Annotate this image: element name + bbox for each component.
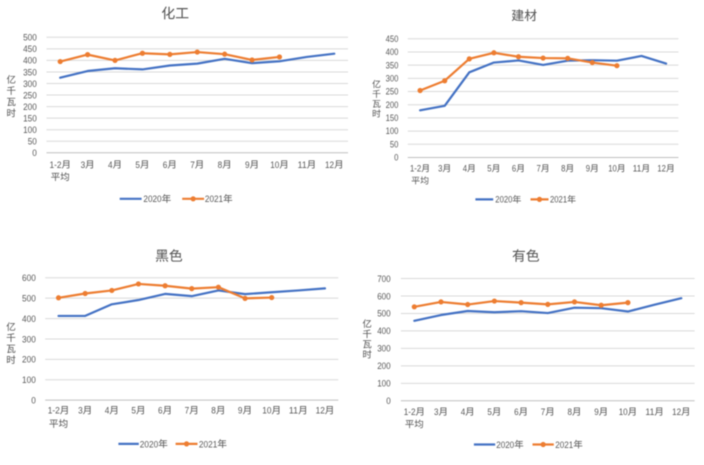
svg-text:1-2: 1-2 [410, 163, 421, 173]
svg-text:4: 4 [105, 406, 110, 417]
svg-text:7: 7 [185, 406, 190, 417]
svg-text:5: 5 [487, 406, 492, 417]
svg-text:6: 6 [163, 160, 168, 171]
svg-text:2021: 2021 [205, 194, 223, 205]
svg-text:1-2: 1-2 [50, 160, 62, 171]
svg-text:3: 3 [81, 160, 86, 171]
svg-text:50: 50 [390, 139, 399, 149]
svg-text:0: 0 [31, 395, 36, 406]
svg-text:4: 4 [463, 163, 467, 173]
svg-text:300: 300 [22, 334, 36, 345]
svg-text:11: 11 [633, 163, 642, 173]
svg-text:150: 150 [386, 113, 399, 123]
svg-text:7: 7 [190, 160, 195, 171]
svg-text:450: 450 [23, 44, 37, 55]
svg-text:4: 4 [108, 160, 113, 171]
svg-text:500: 500 [23, 33, 37, 44]
svg-text:600: 600 [22, 273, 36, 284]
svg-text:8: 8 [568, 406, 573, 417]
svg-text:350: 350 [386, 60, 399, 70]
svg-text:3: 3 [434, 406, 439, 417]
svg-text:9: 9 [586, 163, 590, 173]
svg-text:5: 5 [135, 160, 140, 171]
svg-text:200: 200 [23, 102, 37, 113]
svg-text:2021: 2021 [199, 439, 217, 450]
svg-text:500: 500 [22, 294, 36, 305]
svg-text:200: 200 [386, 100, 399, 110]
svg-text:100: 100 [377, 378, 391, 389]
svg-text:100: 100 [23, 125, 37, 136]
svg-text:400: 400 [23, 56, 37, 67]
svg-text:450: 450 [386, 34, 399, 44]
svg-text:9: 9 [238, 406, 243, 417]
svg-text:11: 11 [645, 406, 654, 417]
svg-text:400: 400 [377, 325, 391, 336]
svg-text:250: 250 [23, 90, 37, 101]
svg-text:6: 6 [512, 163, 516, 173]
svg-text:10: 10 [608, 163, 617, 173]
svg-text:2021: 2021 [550, 195, 567, 205]
svg-text:200: 200 [22, 355, 36, 366]
svg-text:12: 12 [325, 160, 334, 171]
svg-text:7: 7 [541, 406, 546, 417]
svg-text:10: 10 [270, 160, 279, 171]
svg-text:250: 250 [386, 87, 399, 97]
svg-text:2020: 2020 [143, 194, 161, 205]
svg-text:100: 100 [386, 126, 399, 136]
svg-text:6: 6 [158, 406, 163, 417]
svg-text:9: 9 [594, 406, 599, 417]
svg-text:100: 100 [22, 375, 36, 386]
svg-text:150: 150 [23, 113, 37, 124]
svg-text:8: 8 [561, 163, 565, 173]
svg-text:2021: 2021 [555, 439, 573, 450]
svg-text:50: 50 [28, 137, 37, 148]
svg-text:5: 5 [131, 406, 136, 417]
svg-text:10: 10 [262, 406, 271, 417]
svg-text:5: 5 [487, 163, 491, 173]
svg-text:11: 11 [289, 406, 298, 417]
svg-text:7: 7 [537, 163, 541, 173]
svg-text:300: 300 [377, 343, 391, 354]
svg-text:400: 400 [22, 314, 36, 325]
svg-text:4: 4 [461, 406, 466, 417]
svg-text:300: 300 [23, 79, 37, 90]
svg-text:0: 0 [386, 395, 391, 406]
svg-text:350: 350 [23, 67, 37, 78]
svg-text:2020: 2020 [140, 439, 158, 450]
svg-text:6: 6 [514, 406, 519, 417]
svg-text:12: 12 [316, 406, 325, 417]
svg-text:1-2: 1-2 [48, 406, 60, 417]
svg-text:300: 300 [386, 73, 399, 83]
svg-text:600: 600 [377, 290, 391, 301]
svg-text:2020: 2020 [496, 439, 514, 450]
svg-text:11: 11 [298, 160, 307, 171]
svg-text:8: 8 [218, 160, 223, 171]
svg-text:200: 200 [377, 360, 391, 371]
svg-text:12: 12 [657, 163, 666, 173]
svg-text:500: 500 [377, 308, 391, 319]
svg-text:0: 0 [32, 148, 37, 159]
svg-text:8: 8 [211, 406, 216, 417]
svg-text:0: 0 [394, 153, 398, 163]
svg-text:9: 9 [245, 160, 250, 171]
svg-text:10: 10 [619, 406, 628, 417]
svg-text:3: 3 [78, 406, 83, 417]
svg-text:700: 700 [377, 273, 391, 284]
svg-text:12: 12 [672, 406, 681, 417]
svg-text:400: 400 [386, 47, 399, 57]
svg-text:3: 3 [438, 163, 442, 173]
svg-text:2020: 2020 [495, 195, 512, 205]
svg-text:1-2: 1-2 [404, 406, 416, 417]
